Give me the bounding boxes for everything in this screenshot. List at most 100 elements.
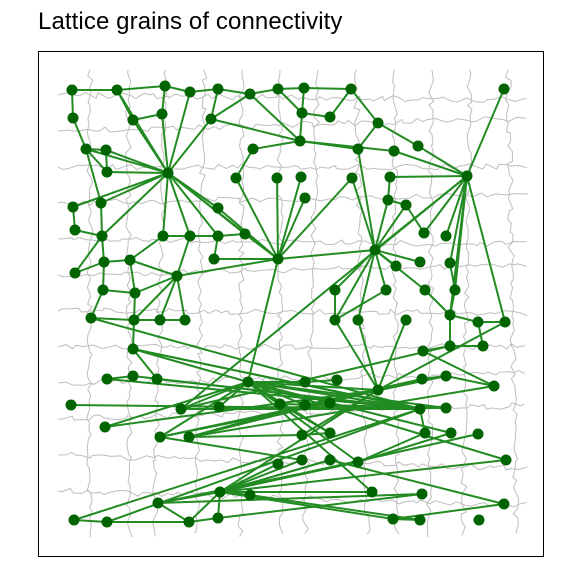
node-51 [172,271,183,282]
node-48 [70,268,81,279]
node-15 [325,112,336,123]
node-8 [346,84,357,95]
node-49 [99,257,110,268]
node-44 [273,254,284,265]
node-24 [413,141,424,152]
edge-165 [378,320,406,390]
node-60 [420,285,431,296]
node-61 [450,285,461,296]
boundary-line-1 [126,70,133,537]
node-47 [441,231,452,242]
node-102 [273,459,284,470]
node-93 [441,403,452,414]
node-54 [415,257,426,268]
node-13 [206,114,217,125]
node-79 [243,377,254,388]
node-45 [370,245,381,256]
edge-65 [390,176,467,177]
node-91 [325,398,336,409]
node-6 [273,84,284,95]
node-112 [499,499,510,510]
node-101 [473,429,484,440]
node-100 [446,428,457,439]
node-50 [125,255,136,266]
node-22 [353,144,364,155]
node-12 [157,109,168,120]
edge-30 [211,119,300,141]
edge-27 [378,123,418,146]
node-17 [81,144,92,155]
boundary-line-0 [87,70,93,537]
edge-47 [168,173,218,236]
edge-78 [352,178,375,250]
node-4 [213,84,224,95]
edge-59 [177,259,278,276]
node-29 [296,172,307,183]
node-96 [184,432,195,443]
edge-52 [277,178,278,259]
node-52 [209,254,220,265]
node-10 [68,113,79,124]
node-42 [213,231,224,242]
node-5 [245,89,256,100]
connectivity-edges [71,86,506,522]
node-73 [418,346,429,357]
node-0 [67,85,78,96]
edge-17 [168,92,190,173]
node-41 [185,231,196,242]
node-46 [419,228,430,239]
node-90 [300,400,311,411]
node-99 [420,428,431,439]
node-113 [69,515,80,526]
node-32 [68,202,79,213]
node-37 [401,200,412,211]
node-27 [231,173,242,184]
node-7 [299,83,310,94]
node-119 [474,515,485,526]
node-76 [102,374,113,385]
node-67 [353,315,364,326]
node-55 [445,258,456,269]
node-62 [86,313,97,324]
edge-137 [74,409,420,520]
node-118 [415,515,426,526]
node-111 [153,498,164,509]
node-63 [129,315,140,326]
node-68 [401,315,412,326]
edge-104 [134,276,177,320]
node-95 [155,432,166,443]
edge-79 [375,205,406,250]
node-74 [445,341,456,352]
edge-170 [446,376,494,386]
node-35 [300,193,311,204]
node-89 [275,399,286,410]
node-84 [441,371,452,382]
edge-42 [73,173,168,207]
node-88 [214,402,225,413]
node-81 [332,375,343,386]
edge-1 [117,86,165,90]
node-114 [102,517,113,528]
node-117 [388,514,399,525]
node-19 [163,168,174,179]
boundary-line-18 [58,308,527,315]
node-1 [112,85,123,96]
edge-109 [177,276,185,320]
node-20 [248,144,259,155]
node-3 [185,87,196,98]
node-80 [300,377,311,388]
node-53 [391,261,402,272]
node-69 [445,310,456,321]
node-116 [213,513,224,524]
node-21 [295,136,306,147]
edge-92 [130,236,163,260]
node-11 [128,115,139,126]
node-86 [66,400,77,411]
node-115 [184,517,195,528]
edge-43 [101,173,168,203]
node-25 [462,171,473,182]
node-98 [325,428,336,439]
edge-70 [467,176,505,322]
node-40 [158,231,169,242]
node-105 [353,457,364,468]
